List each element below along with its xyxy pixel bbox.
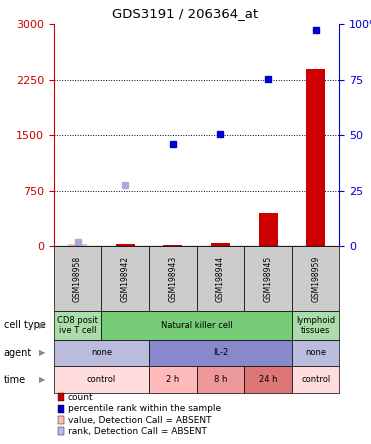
Text: IL-2: IL-2 xyxy=(213,349,228,357)
Text: ▶: ▶ xyxy=(39,321,46,330)
Bar xyxy=(259,213,278,246)
Text: count: count xyxy=(68,393,93,402)
Text: value, Detection Call = ABSENT: value, Detection Call = ABSENT xyxy=(68,416,211,424)
Text: GSM198958: GSM198958 xyxy=(73,256,82,301)
Text: GSM198945: GSM198945 xyxy=(263,255,273,302)
Text: GSM198944: GSM198944 xyxy=(216,255,225,302)
Text: control: control xyxy=(87,375,116,384)
Text: GSM198942: GSM198942 xyxy=(121,256,130,301)
Text: ▶: ▶ xyxy=(39,375,46,384)
Text: CD8 posit
ive T cell: CD8 posit ive T cell xyxy=(57,316,98,335)
Text: 8 h: 8 h xyxy=(214,375,227,384)
Text: ▶: ▶ xyxy=(39,349,46,357)
Text: cell type: cell type xyxy=(4,320,46,330)
Text: rank, Detection Call = ABSENT: rank, Detection Call = ABSENT xyxy=(68,427,207,436)
Bar xyxy=(116,244,135,246)
Text: control: control xyxy=(301,375,330,384)
Bar xyxy=(306,69,325,246)
Bar xyxy=(163,245,183,246)
Text: time: time xyxy=(4,375,26,385)
Text: agent: agent xyxy=(4,348,32,358)
Text: Natural killer cell: Natural killer cell xyxy=(161,321,233,330)
Text: GSM198959: GSM198959 xyxy=(311,255,320,302)
Bar xyxy=(211,243,230,246)
Text: GSM198943: GSM198943 xyxy=(168,255,177,302)
Text: none: none xyxy=(305,349,326,357)
Text: percentile rank within the sample: percentile rank within the sample xyxy=(68,404,221,413)
Text: lymphoid
tissues: lymphoid tissues xyxy=(296,316,335,335)
Text: 2 h: 2 h xyxy=(166,375,180,384)
Text: GDS3191 / 206364_at: GDS3191 / 206364_at xyxy=(112,7,259,20)
Text: 24 h: 24 h xyxy=(259,375,277,384)
Bar xyxy=(68,244,87,246)
Text: none: none xyxy=(91,349,112,357)
